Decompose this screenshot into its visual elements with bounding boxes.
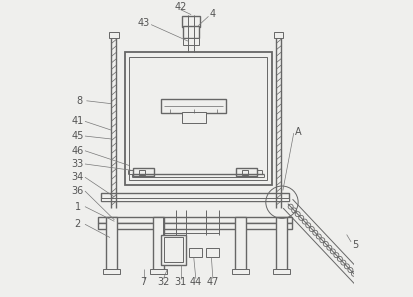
Bar bbox=[101, 198, 289, 201]
Bar bbox=[231, 269, 249, 274]
Bar bbox=[273, 269, 290, 274]
Text: 5: 5 bbox=[351, 240, 358, 250]
Bar bbox=[133, 168, 154, 176]
Text: 31: 31 bbox=[174, 277, 186, 287]
Text: 45: 45 bbox=[71, 131, 83, 141]
Text: 44: 44 bbox=[189, 277, 202, 287]
Bar bbox=[105, 217, 116, 270]
Text: 34: 34 bbox=[71, 172, 83, 182]
Text: 46: 46 bbox=[71, 146, 83, 156]
Text: 41: 41 bbox=[71, 116, 83, 126]
Bar bbox=[98, 223, 292, 229]
Text: 32: 32 bbox=[157, 277, 169, 287]
Text: 4: 4 bbox=[209, 9, 216, 19]
Bar bbox=[182, 16, 200, 27]
Text: 1: 1 bbox=[74, 202, 81, 212]
Text: 36: 36 bbox=[71, 186, 83, 196]
Bar bbox=[189, 248, 201, 257]
Bar bbox=[273, 32, 283, 37]
Text: 8: 8 bbox=[76, 96, 82, 106]
Bar bbox=[275, 217, 287, 270]
Bar bbox=[101, 193, 289, 201]
Text: 42: 42 bbox=[174, 2, 186, 12]
Text: 7: 7 bbox=[140, 277, 147, 287]
Bar bbox=[124, 52, 271, 184]
Text: 47: 47 bbox=[206, 277, 218, 287]
Bar bbox=[109, 32, 119, 37]
Bar bbox=[234, 217, 245, 270]
Text: 2: 2 bbox=[74, 219, 81, 229]
Bar bbox=[98, 217, 292, 223]
Text: A: A bbox=[294, 127, 301, 137]
Text: 33: 33 bbox=[71, 159, 83, 169]
Bar bbox=[129, 57, 267, 180]
Text: 43: 43 bbox=[138, 18, 150, 28]
Bar bbox=[138, 170, 145, 175]
Bar bbox=[161, 99, 225, 113]
Bar bbox=[161, 235, 186, 266]
Bar bbox=[206, 248, 218, 257]
Bar bbox=[152, 217, 164, 270]
Bar bbox=[183, 26, 198, 38]
Bar bbox=[235, 168, 256, 176]
Bar bbox=[102, 269, 119, 274]
Bar bbox=[183, 37, 199, 45]
Bar bbox=[182, 112, 205, 124]
Bar bbox=[164, 238, 183, 263]
Bar bbox=[241, 170, 247, 175]
Bar bbox=[150, 269, 166, 274]
